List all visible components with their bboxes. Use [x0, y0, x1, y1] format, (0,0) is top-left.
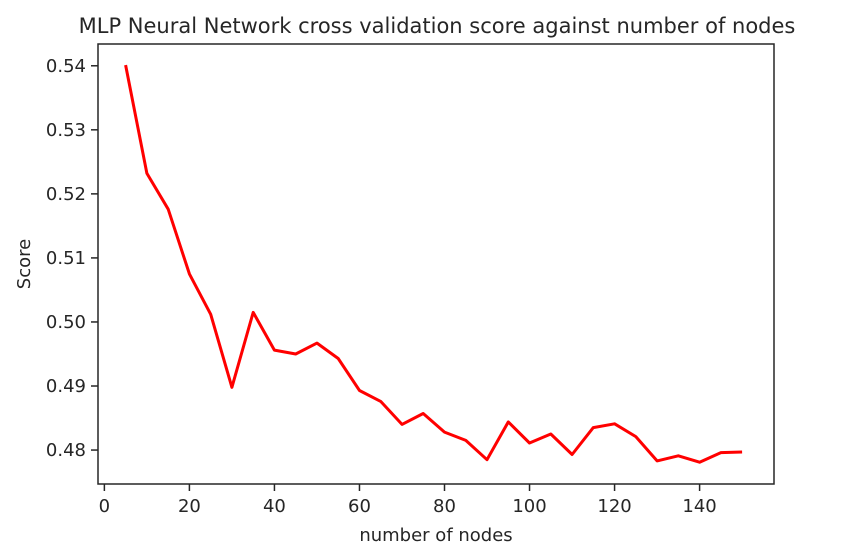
- x-tick-label: 100: [512, 496, 546, 517]
- y-tick-label: 0.53: [46, 120, 86, 141]
- y-tick-label: 0.52: [46, 184, 86, 205]
- y-tick-label: 0.50: [46, 312, 86, 333]
- x-tick-label: 40: [263, 496, 286, 517]
- y-tick-label: 0.48: [46, 440, 86, 461]
- x-tick-label: 0: [99, 496, 110, 517]
- y-axis: 0.48 0.49 0.50 0.51 0.52 0.53 0.54: [46, 56, 98, 461]
- y-axis-label: Score: [14, 239, 35, 289]
- x-tick-label: 120: [597, 496, 631, 517]
- chart-title: MLP Neural Network cross validation scor…: [79, 14, 796, 38]
- x-tick-label: 20: [178, 496, 201, 517]
- x-tick-label: 80: [433, 496, 456, 517]
- y-tick-label: 0.49: [46, 376, 86, 397]
- series-layer: [124, 64, 743, 464]
- x-axis: 0 20 40 60 80 100 120 140: [99, 484, 717, 517]
- y-tick-label: 0.54: [46, 56, 86, 77]
- x-axis-label: number of nodes: [359, 525, 512, 546]
- x-tick-label: 60: [348, 496, 371, 517]
- y-tick-label: 0.51: [46, 248, 86, 269]
- series-line: [124, 64, 743, 464]
- plot-area: [97, 43, 775, 485]
- x-tick-label: 140: [682, 496, 716, 517]
